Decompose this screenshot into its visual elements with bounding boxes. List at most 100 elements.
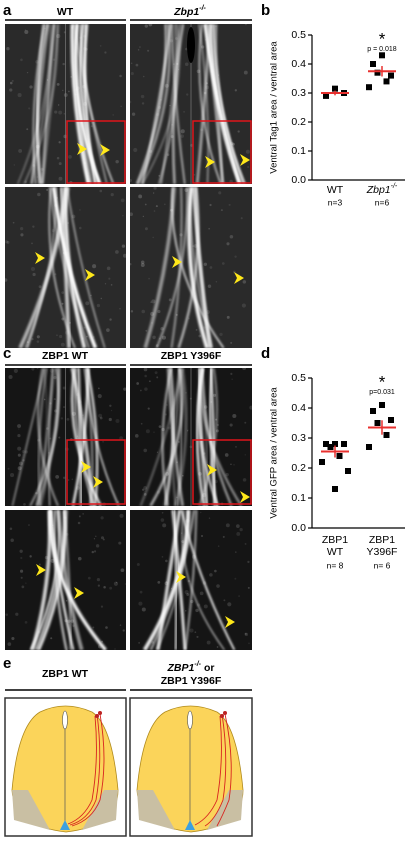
- texture: [58, 162, 62, 166]
- texture: [115, 581, 118, 584]
- texture: [87, 576, 91, 580]
- arrowhead: [240, 491, 250, 503]
- texture: [24, 30, 29, 35]
- texture: [230, 372, 233, 375]
- texture: [153, 210, 156, 212]
- texture: [109, 404, 112, 407]
- texture: [20, 226, 24, 231]
- texture: [17, 424, 22, 429]
- axon-bundle: [82, 23, 93, 185]
- texture: [141, 102, 145, 105]
- texture: [144, 387, 148, 391]
- texture: [119, 436, 123, 440]
- texture: [247, 166, 250, 168]
- texture: [233, 463, 235, 466]
- texture: [18, 148, 23, 153]
- y-tick-label: 0.2: [291, 462, 306, 474]
- texture: [106, 328, 110, 332]
- data-point: [336, 453, 343, 459]
- texture: [120, 105, 122, 107]
- texture: [141, 488, 145, 491]
- axon-bundle: [191, 186, 211, 349]
- x-tick-label: ZBP1: [369, 534, 395, 546]
- axon-bundle: [207, 23, 224, 185]
- texture: [143, 448, 148, 453]
- micrograph: [3, 186, 128, 349]
- texture: [78, 515, 81, 518]
- texture: [99, 416, 103, 420]
- header-text: or: [204, 662, 215, 674]
- texture: [148, 277, 150, 280]
- texture: [8, 374, 13, 380]
- texture: [166, 404, 168, 406]
- category-text: WT: [327, 184, 344, 196]
- texture: [242, 280, 247, 284]
- texture: [63, 406, 65, 408]
- texture: [112, 114, 114, 116]
- schematic: [129, 697, 253, 837]
- texture: [165, 183, 167, 185]
- data-point: [374, 420, 381, 426]
- texture: [19, 549, 23, 553]
- texture: [11, 79, 14, 82]
- texture: [108, 277, 111, 280]
- texture: [203, 262, 208, 266]
- texture: [24, 29, 27, 31]
- texture: [115, 418, 120, 423]
- texture: [154, 371, 158, 375]
- y-axis-label: Ventral GFP area / ventral area: [269, 387, 280, 519]
- texture: [233, 270, 236, 274]
- texture: [152, 335, 156, 340]
- axon-bundle: [203, 23, 242, 185]
- texture: [129, 263, 132, 266]
- texture: [138, 641, 141, 644]
- n-label: n= 6: [374, 560, 391, 570]
- texture: [137, 49, 140, 51]
- texture: [207, 284, 212, 289]
- axon-bundle: [215, 23, 246, 185]
- texture: [28, 107, 31, 110]
- texture: [28, 524, 30, 526]
- data-point: [388, 72, 394, 79]
- texture: [244, 632, 247, 635]
- header-sup: -/-: [199, 5, 206, 12]
- texture: [225, 620, 228, 622]
- texture: [58, 110, 63, 115]
- axon-bundle: [35, 367, 48, 507]
- texture: [136, 562, 140, 566]
- inset-box: [192, 120, 252, 184]
- texture: [7, 467, 10, 470]
- texture: [232, 413, 237, 419]
- texture: [109, 318, 112, 321]
- texture: [63, 112, 66, 115]
- x-tick-label: WT: [327, 184, 344, 196]
- texture: [145, 329, 148, 332]
- data-point: [379, 402, 385, 408]
- axon-bundle: [161, 367, 173, 507]
- axon-bundle: [79, 23, 114, 185]
- texture: [213, 393, 217, 397]
- axon-bundle: [184, 509, 198, 651]
- arrowhead: [172, 256, 182, 268]
- texture: [9, 527, 13, 531]
- panel-letter: e: [3, 655, 11, 672]
- panel-header: ZBP1 Y396F: [161, 350, 222, 362]
- texture: [161, 511, 164, 514]
- panel-header: ZBP1 WT: [42, 668, 89, 680]
- texture: [226, 315, 230, 319]
- texture: [31, 242, 33, 245]
- texture: [237, 130, 240, 133]
- texture: [115, 250, 119, 254]
- texture: [234, 255, 237, 258]
- axon-bundle: [31, 23, 50, 185]
- texture: [144, 24, 149, 28]
- micrograph: [130, 366, 254, 507]
- texture: [93, 538, 96, 540]
- texture: [216, 584, 220, 588]
- texture: [228, 203, 231, 206]
- texture: [13, 368, 18, 373]
- texture: [58, 141, 61, 144]
- texture: [103, 585, 106, 589]
- texture: [6, 47, 10, 51]
- texture: [49, 437, 52, 440]
